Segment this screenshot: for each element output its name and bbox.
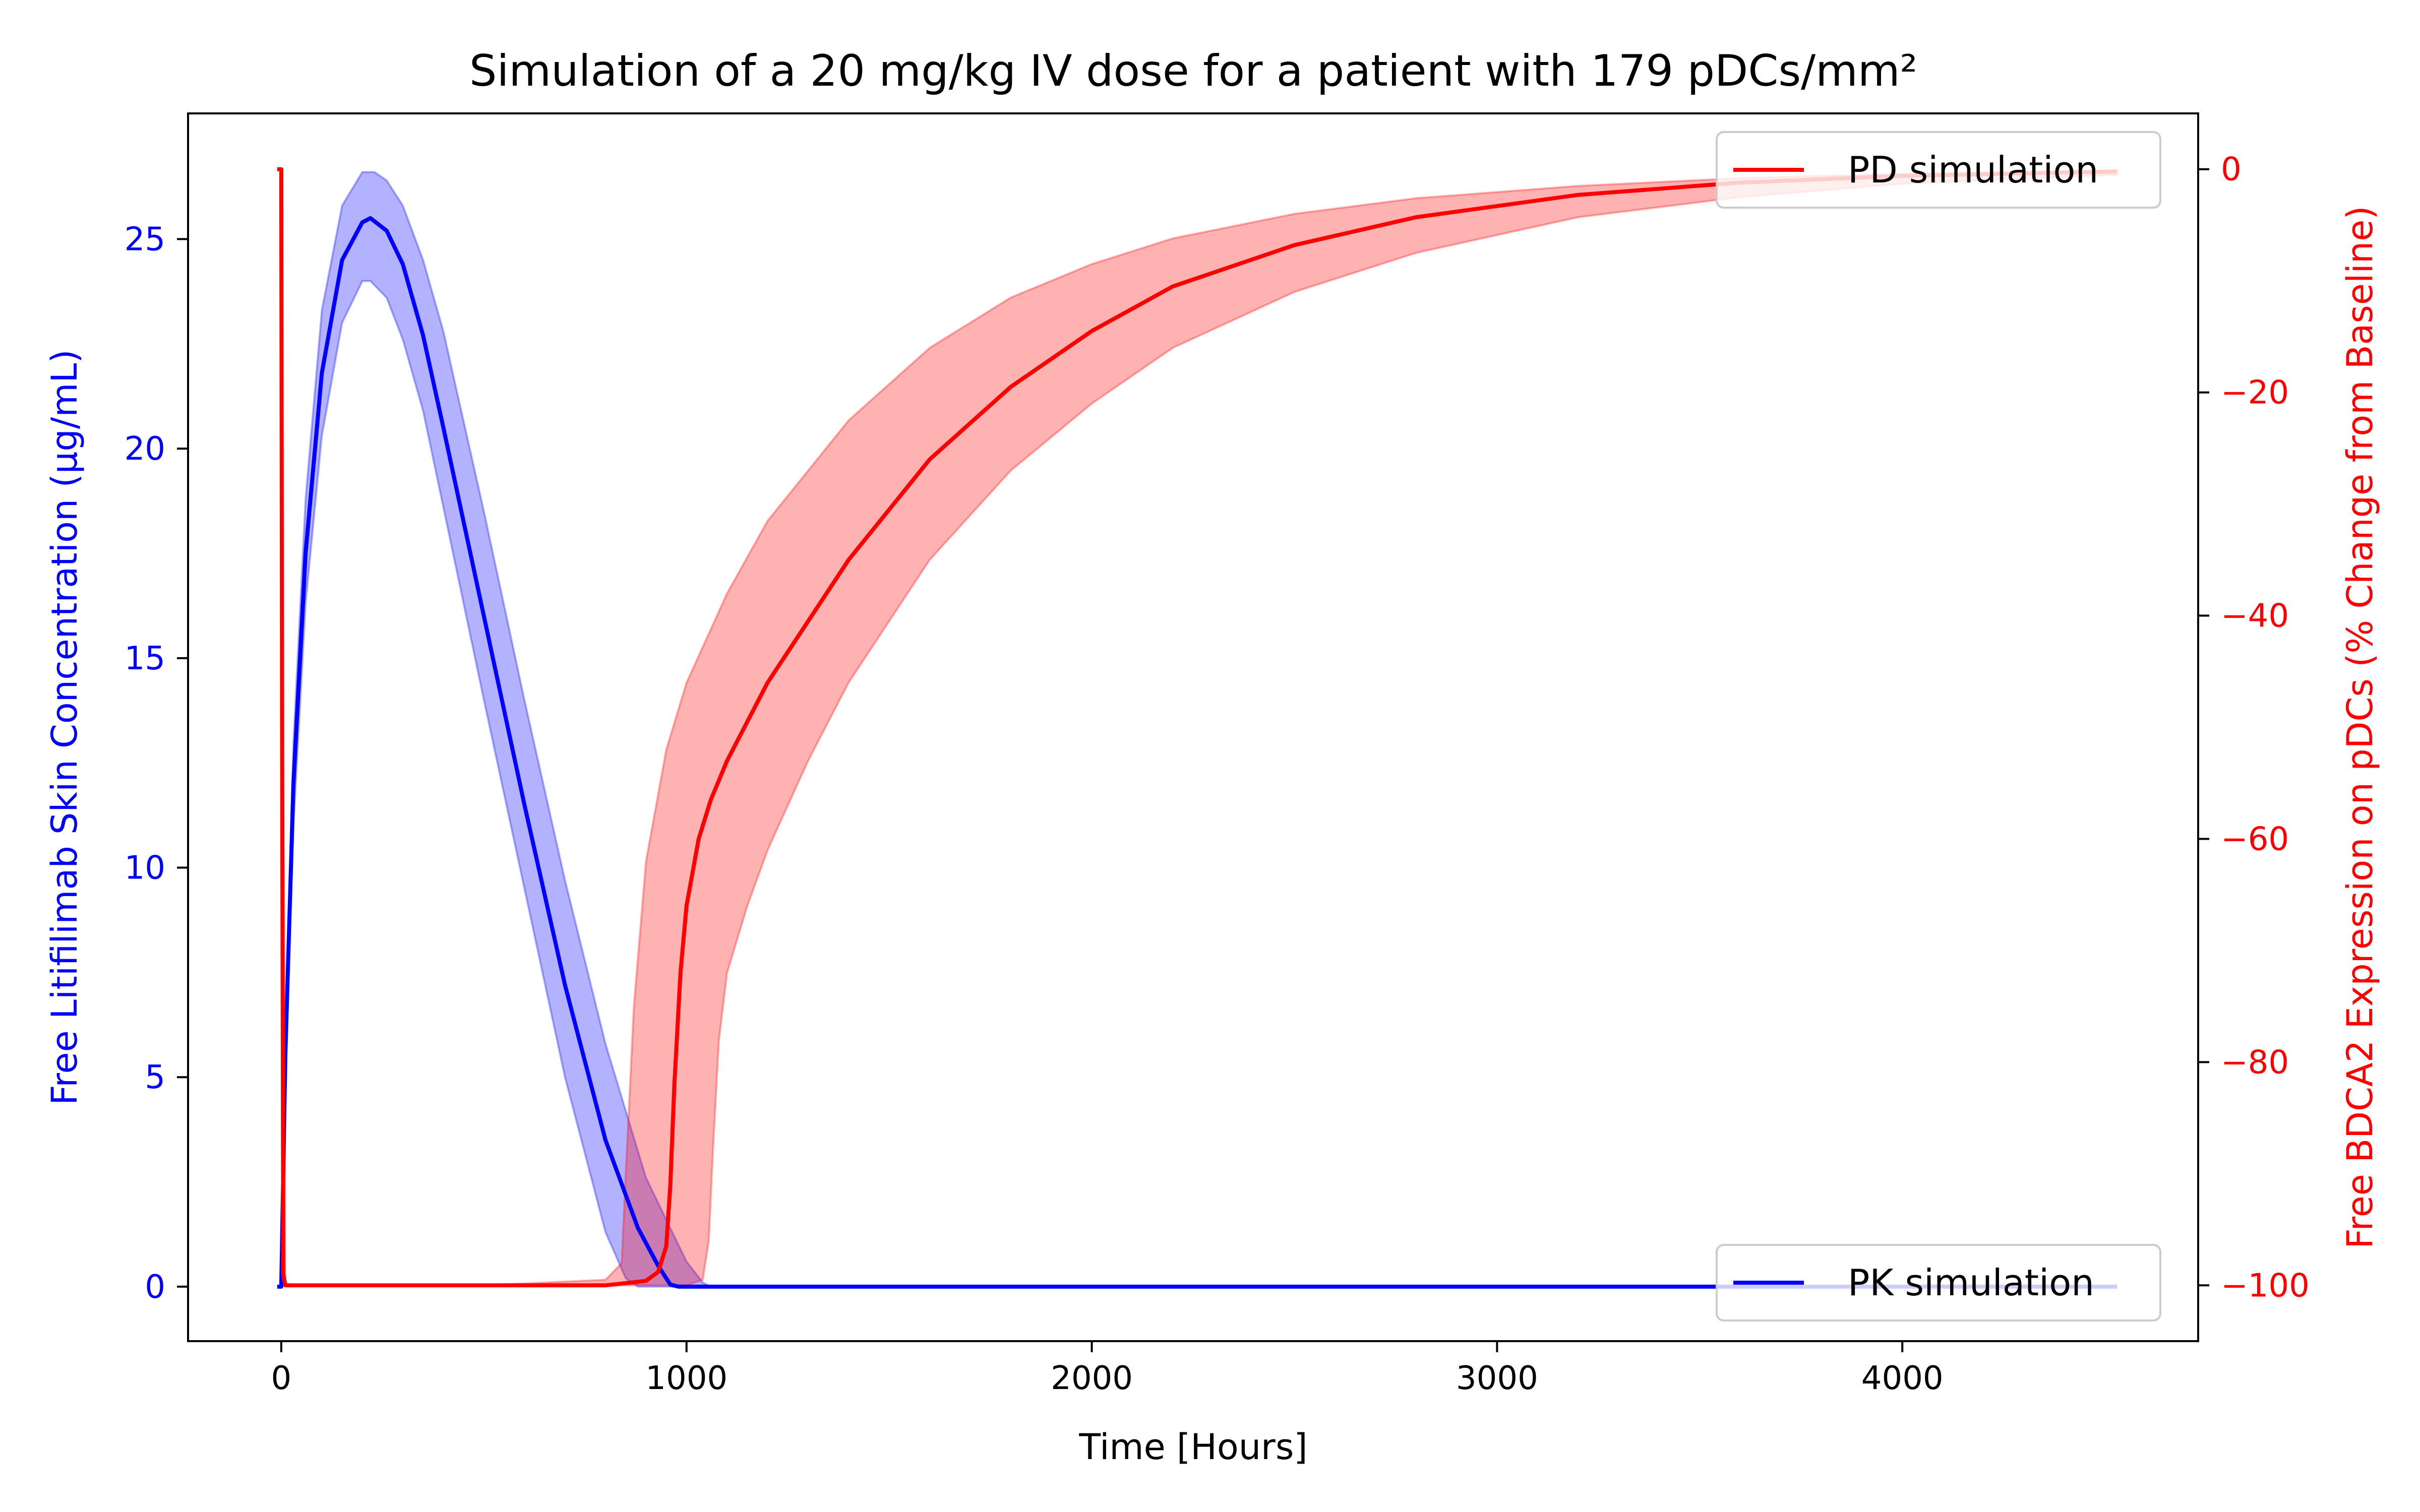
legend-pk: PK simulation — [1717, 1245, 2160, 1320]
x-tick-label: 1000 — [645, 1360, 728, 1397]
right-y-tick-label: −80 — [2221, 1044, 2289, 1081]
left-y-tick-label: 10 — [125, 850, 165, 887]
x-tick-label: 2000 — [1051, 1360, 1133, 1397]
right-y-tick-label: −20 — [2221, 374, 2289, 412]
left-y-tick-label: 20 — [125, 430, 165, 468]
legend-pd: PD simulation — [1717, 132, 2160, 208]
left-y-tick-label: 5 — [145, 1059, 165, 1096]
legend-pd-label: PD simulation — [1848, 149, 2098, 191]
right-y-tick-label: 0 — [2221, 151, 2242, 188]
right-y-tick-label: −100 — [2221, 1267, 2310, 1304]
x-tick-label: 4000 — [1861, 1360, 1944, 1397]
x-axis-label: Time [Hours] — [1078, 1426, 1307, 1468]
right-y-axis-label: Free BDCA2 Expression on pDCs (% Change … — [2339, 206, 2381, 1248]
x-tick-label: 0 — [271, 1360, 292, 1397]
x-tick-label: 3000 — [1456, 1360, 1538, 1397]
right-y-tick-label: −40 — [2221, 598, 2289, 635]
left-y-tick-label: 0 — [145, 1269, 165, 1306]
left-y-tick-label: 25 — [125, 221, 165, 258]
right-y-tick-label: −60 — [2221, 821, 2289, 858]
left-y-axis-label: Free Litifilimab Skin Concentration (µg/… — [44, 349, 85, 1105]
left-y-tick-label: 15 — [125, 640, 165, 677]
chart-title: Simulation of a 20 mg/kg IV dose for a p… — [469, 46, 1917, 96]
legend-pk-label: PK simulation — [1848, 1262, 2094, 1304]
